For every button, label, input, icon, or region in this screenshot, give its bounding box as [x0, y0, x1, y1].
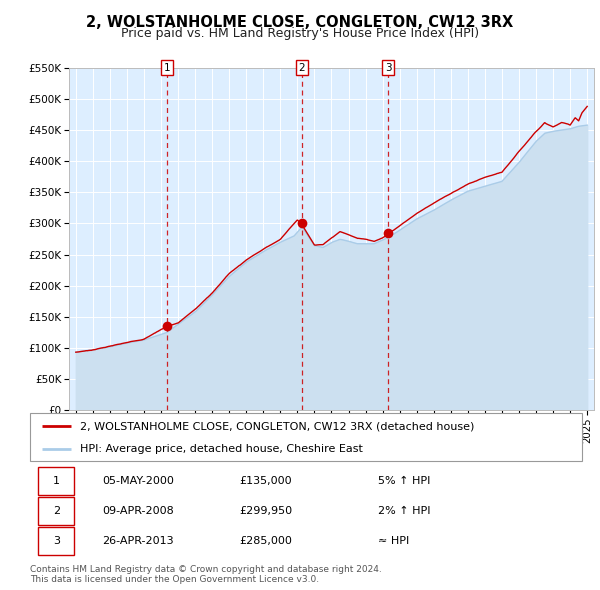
Text: 05-MAY-2000: 05-MAY-2000 — [102, 476, 173, 486]
Text: 2, WOLSTANHOLME CLOSE, CONGLETON, CW12 3RX (detached house): 2, WOLSTANHOLME CLOSE, CONGLETON, CW12 3… — [80, 421, 474, 431]
Text: 2, WOLSTANHOLME CLOSE, CONGLETON, CW12 3RX: 2, WOLSTANHOLME CLOSE, CONGLETON, CW12 3… — [86, 15, 514, 30]
Text: £299,950: £299,950 — [240, 506, 293, 516]
Text: 5% ↑ HPI: 5% ↑ HPI — [378, 476, 430, 486]
Text: Price paid vs. HM Land Registry's House Price Index (HPI): Price paid vs. HM Land Registry's House … — [121, 27, 479, 40]
Text: HPI: Average price, detached house, Cheshire East: HPI: Average price, detached house, Ches… — [80, 444, 362, 454]
Text: 1: 1 — [53, 476, 60, 486]
Text: 2% ↑ HPI: 2% ↑ HPI — [378, 506, 430, 516]
Text: 2: 2 — [53, 506, 60, 516]
Text: £285,000: £285,000 — [240, 536, 293, 546]
Text: 2: 2 — [299, 63, 305, 73]
Text: 3: 3 — [53, 536, 60, 546]
Text: 26-APR-2013: 26-APR-2013 — [102, 536, 173, 546]
Text: 09-APR-2008: 09-APR-2008 — [102, 506, 173, 516]
FancyBboxPatch shape — [38, 497, 74, 525]
Text: £135,000: £135,000 — [240, 476, 292, 486]
Text: This data is licensed under the Open Government Licence v3.0.: This data is licensed under the Open Gov… — [30, 575, 319, 584]
FancyBboxPatch shape — [38, 467, 74, 495]
Text: 1: 1 — [164, 63, 170, 73]
Text: ≈ HPI: ≈ HPI — [378, 536, 409, 546]
Text: 3: 3 — [385, 63, 391, 73]
FancyBboxPatch shape — [38, 527, 74, 555]
Text: Contains HM Land Registry data © Crown copyright and database right 2024.: Contains HM Land Registry data © Crown c… — [30, 565, 382, 574]
